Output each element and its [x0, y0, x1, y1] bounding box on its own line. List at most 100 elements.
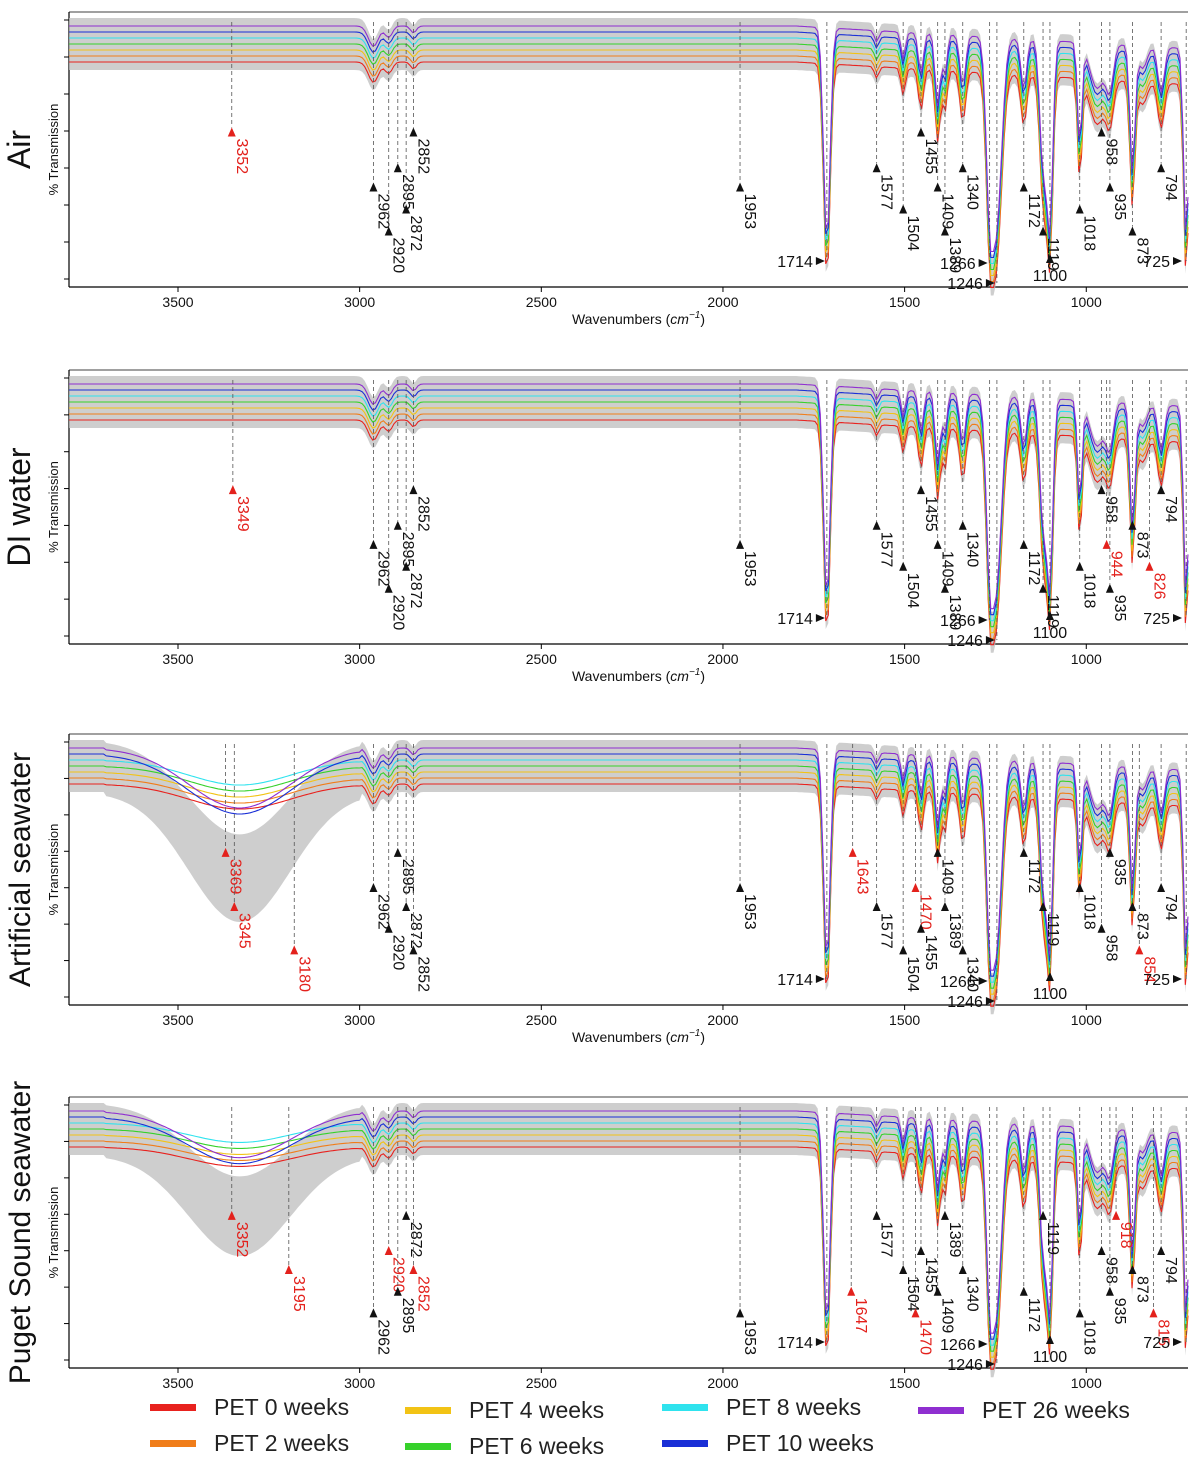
peak-marker — [978, 616, 988, 624]
peak-marker — [1039, 226, 1048, 236]
peak-marker — [736, 539, 745, 549]
peak-marker — [1128, 226, 1137, 236]
peak-marker — [393, 163, 402, 173]
peak-label: 1389 — [946, 238, 963, 274]
peak-label: 854 — [1140, 956, 1157, 983]
peak-label: 944 — [1108, 551, 1125, 578]
peak-label: 2895 — [399, 859, 416, 895]
peak-marker — [1019, 847, 1028, 857]
peak-marker — [1128, 902, 1137, 912]
peak-label: 958 — [1103, 1257, 1120, 1284]
peak-marker — [409, 945, 418, 955]
peak-label: 958 — [1103, 496, 1120, 523]
x-tick-label: 2500 — [526, 651, 557, 667]
uncertainty-band — [69, 18, 1188, 296]
peak-label: 794 — [1162, 174, 1179, 201]
peak-label: 794 — [1162, 1257, 1179, 1284]
peak-label: 2872 — [407, 1222, 424, 1258]
peak-marker — [228, 485, 237, 495]
peak-marker — [402, 561, 411, 571]
y-axis-label: % Transmission — [46, 461, 61, 553]
peak-marker — [1173, 1338, 1182, 1346]
y-axis-label: % Transmission — [46, 1187, 61, 1279]
peak-label: 873 — [1133, 238, 1150, 265]
chart-panel: 3500 3000 2500 2000 1500 1000 Wavenumbers (cm−… — [4, 1081, 1189, 1392]
peak-marker — [402, 1210, 411, 1220]
peak-marker — [978, 259, 988, 267]
peak-marker — [230, 902, 239, 912]
peak-marker — [958, 1265, 967, 1275]
legend-label: PET 26 weeks — [982, 1397, 1130, 1423]
peak-marker — [227, 1210, 236, 1220]
peak-marker — [911, 1308, 920, 1318]
peak-label: 2962 — [374, 894, 391, 930]
peak-marker — [1102, 539, 1111, 549]
peak-marker — [985, 997, 995, 1005]
ftir-figure: 3500 3000 2500 2000 1500 1000 Wavenumbers (cm−… — [1, 11, 1189, 1392]
peak-marker — [1105, 1286, 1114, 1296]
x-tick-label: 1500 — [889, 1375, 920, 1391]
chart-panel: 3500 3000 2500 2000 1500 1000 Wavenumbers (cm−… — [1, 11, 1189, 327]
peak-label: 1266 — [940, 1337, 976, 1354]
peak-marker — [1097, 127, 1106, 137]
x-axis-label: Wavenumbers (cm−1) — [572, 1028, 705, 1045]
peak-marker — [284, 1265, 293, 1275]
peak-label: 1018 — [1081, 1319, 1098, 1355]
panel-title: Artificial seawater — [4, 752, 37, 987]
legend-label: PET 4 weeks — [469, 1397, 605, 1423]
peak-label: 2962 — [374, 1319, 391, 1355]
series-line — [69, 1110, 1189, 1334]
legend-label: PET 6 weeks — [469, 1433, 605, 1459]
peak-label: 1266 — [940, 974, 976, 991]
x-tick-label: 1000 — [1071, 651, 1102, 667]
peak-label: 1266 — [940, 256, 976, 273]
legend-swatch — [662, 1404, 708, 1411]
peak-label: 725 — [1143, 611, 1170, 628]
peak-marker — [1075, 204, 1084, 214]
peak-label: 1266 — [940, 613, 976, 630]
peak-label: 1470 — [917, 894, 934, 930]
series-line — [69, 25, 1189, 253]
chart-panel: 3500 3000 2500 2000 1500 1000 Wavenumbers (cm−… — [1, 369, 1189, 684]
peak-label: 1647 — [852, 1298, 869, 1334]
peak-label: 2920 — [390, 935, 407, 971]
peak-marker — [933, 847, 942, 857]
peak-label: 2852 — [414, 139, 431, 175]
peak-marker — [1045, 972, 1054, 981]
legend-swatch — [662, 1440, 708, 1447]
peak-label: 1172 — [1025, 859, 1042, 894]
peak-label: 873 — [1133, 1276, 1150, 1303]
peak-label: 2920 — [390, 238, 407, 274]
peak-marker — [1039, 902, 1048, 912]
x-tick-label: 1500 — [889, 651, 920, 667]
legend-label: PET 8 weeks — [726, 1394, 862, 1420]
legend-item-pet-26-weeks: PET 26 weeks — [918, 1397, 1130, 1424]
peak-marker — [1019, 182, 1028, 192]
peak-marker — [1075, 883, 1084, 893]
peak-marker — [1075, 561, 1084, 571]
peak-marker — [393, 1286, 402, 1296]
peak-marker — [872, 902, 881, 912]
peak-marker — [1135, 945, 1144, 955]
x-tick-label: 3500 — [162, 1375, 193, 1391]
peak-label: 1953 — [741, 551, 758, 587]
peak-label: 873 — [1133, 913, 1150, 940]
peak-marker — [958, 945, 967, 955]
legend-label: PET 0 weeks — [214, 1394, 350, 1420]
peak-label: 1504 — [904, 1276, 921, 1312]
peak-label: 2895 — [399, 1298, 416, 1334]
x-tick-label: 1500 — [889, 294, 920, 310]
peak-label: 2872 — [407, 913, 424, 949]
peak-marker — [227, 127, 236, 137]
peak-marker — [736, 1308, 745, 1318]
legend-item-pet-8-weeks: PET 8 weeks — [662, 1394, 861, 1421]
peak-marker — [872, 1210, 881, 1220]
panel-title: Puget Sound seawater — [4, 1081, 37, 1385]
x-axis-label: Wavenumbers (cm−1) — [572, 310, 705, 327]
peak-marker — [815, 257, 825, 265]
peak-label: 794 — [1162, 496, 1179, 523]
peak-label: 1389 — [946, 595, 963, 631]
peak-marker — [1128, 520, 1137, 530]
uncertainty-band — [69, 376, 1188, 653]
peak-label: 1100 — [1033, 986, 1068, 1003]
